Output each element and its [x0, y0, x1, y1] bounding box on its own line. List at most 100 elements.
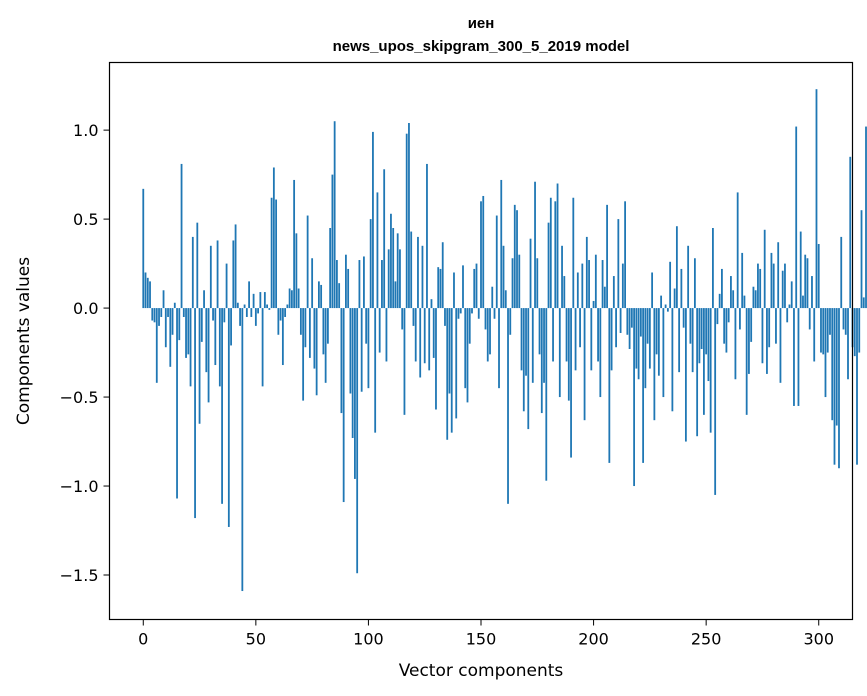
bar-182 [552, 308, 554, 362]
bar-135 [446, 308, 449, 440]
bar-234 [669, 261, 672, 309]
bar-285 [784, 263, 786, 309]
bar-57 [270, 197, 273, 309]
bar-222 [642, 308, 645, 463]
bar-216 [628, 308, 631, 350]
y-tick-label-1: −1.0 [60, 477, 99, 496]
bar-185 [558, 308, 561, 398]
bar-248 [700, 308, 703, 350]
x-tick-label-0: 0 [138, 630, 148, 649]
bar-239 [680, 268, 683, 309]
bar-72 [304, 308, 307, 348]
bar-42 [236, 302, 239, 309]
bar-307 [833, 308, 836, 465]
bar-5 [153, 308, 156, 323]
bar-251 [707, 308, 710, 382]
bar-242 [687, 245, 690, 309]
bar-243 [689, 308, 692, 344]
bar-117 [405, 133, 408, 309]
bar-262 [732, 290, 735, 309]
bar-236 [673, 288, 676, 309]
bar-187 [563, 276, 566, 309]
bar-140 [457, 308, 460, 319]
bar-293 [802, 295, 804, 309]
bar-95 [356, 308, 359, 574]
bar-156 [493, 308, 496, 319]
bar-178 [543, 308, 545, 383]
bar-20 [187, 308, 190, 355]
chart-title-line-1: иен [468, 15, 495, 32]
bar-314 [849, 156, 852, 309]
bar-241 [684, 308, 687, 442]
x-tick-label-100: 100 [353, 630, 384, 649]
bar-47 [248, 281, 250, 309]
bar-14 [173, 302, 176, 309]
bar-109 [387, 249, 390, 309]
bar-115 [401, 308, 404, 330]
bar-174 [534, 181, 536, 309]
bar-280 [772, 263, 775, 309]
bar-302 [822, 308, 825, 355]
bar-103 [374, 308, 377, 433]
bar-139 [455, 308, 458, 419]
bar-171 [527, 308, 530, 430]
x-tick-label-50: 50 [246, 630, 266, 649]
bar-60 [277, 308, 280, 335]
bar-41 [234, 224, 237, 309]
bar-93 [351, 308, 354, 438]
bar-11 [167, 308, 169, 317]
bar-230 [660, 295, 663, 309]
bar-24 [196, 222, 199, 309]
chart-title: иен news_upos_skipgram_300_5_2019 model [333, 15, 630, 55]
bar-114 [399, 249, 401, 309]
bar-289 [793, 308, 795, 406]
bar-301 [820, 308, 822, 353]
bar-227 [653, 308, 656, 421]
bar-165 [513, 204, 516, 309]
bar-120 [412, 308, 415, 326]
bar-138 [453, 272, 455, 309]
bar-84 [331, 174, 334, 309]
bar-201 [594, 254, 597, 309]
bar-266 [741, 252, 744, 309]
bar-71 [302, 308, 305, 401]
x-tick-label-300: 300 [803, 630, 834, 649]
bar-61 [279, 308, 282, 321]
bar-282 [777, 242, 780, 309]
bar-89 [342, 308, 345, 503]
bar-101 [369, 219, 372, 309]
bar-131 [437, 267, 440, 309]
bar-18 [182, 308, 185, 317]
bar-250 [705, 308, 708, 355]
bar-8 [160, 308, 163, 317]
bar-121 [414, 308, 417, 362]
bar-128 [430, 299, 433, 309]
bar-22 [191, 236, 194, 309]
bar-217 [630, 308, 633, 328]
bar-193 [576, 272, 579, 309]
bar-154 [489, 308, 491, 355]
bar-299 [815, 89, 818, 309]
bar-190 [570, 308, 572, 458]
bar-16 [178, 308, 181, 341]
bar-40 [232, 240, 235, 309]
bar-209 [612, 276, 615, 309]
bar-175 [536, 258, 539, 309]
bar-10 [164, 308, 167, 348]
bar-49 [252, 293, 255, 309]
bar-134 [444, 308, 446, 326]
bar-136 [448, 308, 451, 394]
bar-168 [520, 308, 523, 371]
bar-44 [241, 308, 244, 592]
bar-161 [504, 290, 507, 309]
bar-177 [540, 308, 543, 414]
bar-181 [549, 197, 552, 309]
bar-97 [360, 308, 363, 392]
bar-240 [682, 308, 685, 328]
bar-310 [840, 236, 843, 309]
bar-27 [203, 290, 205, 309]
bar-275 [761, 308, 764, 364]
bar-2 [146, 277, 149, 309]
bar-283 [779, 308, 782, 383]
bar-100 [367, 308, 370, 389]
